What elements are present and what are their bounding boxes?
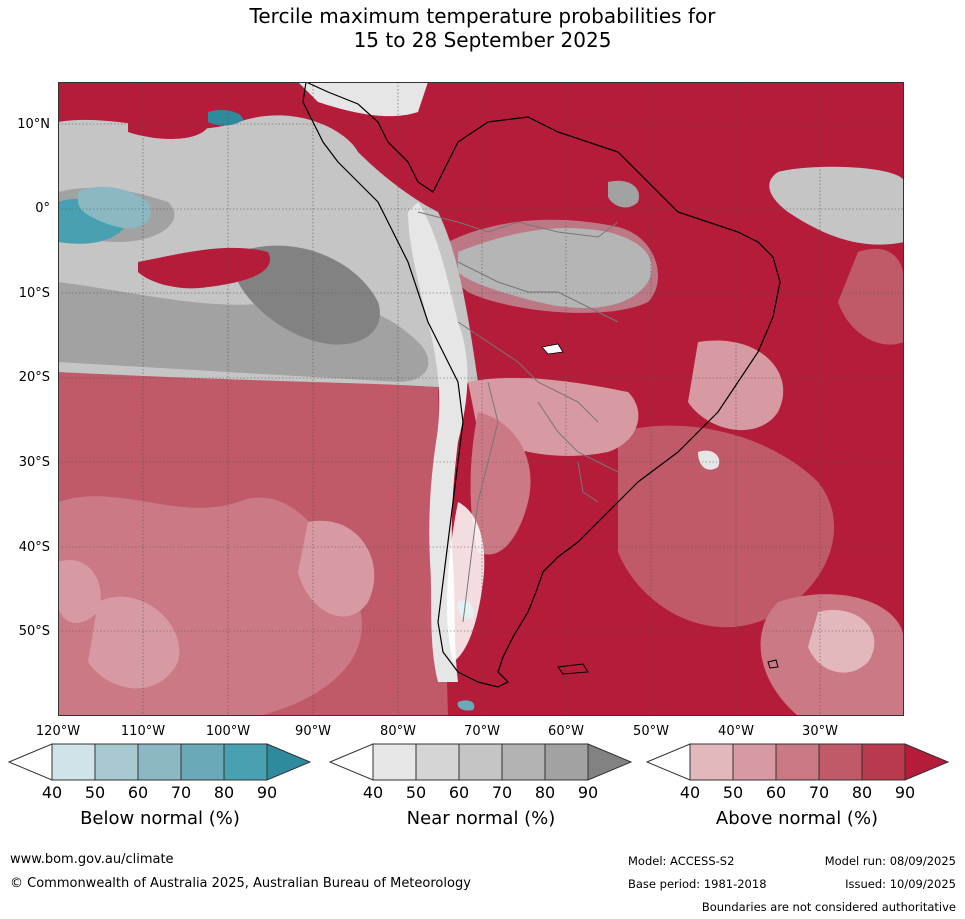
above-normal-colorbar xyxy=(646,743,949,781)
lon-label-30w: 30°W xyxy=(802,724,838,739)
near-tick-80: 80 xyxy=(534,783,556,802)
south-atlantic-moderate-area xyxy=(618,425,835,628)
lat-label-0: 0° xyxy=(35,201,50,216)
lon-label-120w: 120°W xyxy=(35,724,81,739)
near-normal-colorbar xyxy=(329,743,632,781)
near-tick-90: 90 xyxy=(577,783,599,802)
above-tick-90: 90 xyxy=(894,783,916,802)
above-normal-swatch-3 xyxy=(775,743,820,781)
lon-label-50w: 50°W xyxy=(633,724,669,739)
below-normal-swatch-5 xyxy=(223,743,268,781)
near-tick-40: 40 xyxy=(362,783,384,802)
lon-label-60w: 60°W xyxy=(548,724,584,739)
below-normal-swatch-3 xyxy=(137,743,182,781)
issued-text: Issued: 10/09/2025 xyxy=(845,877,956,891)
pacific-red-patch-north xyxy=(128,98,208,139)
below-tick-90: 90 xyxy=(256,783,278,802)
south-pacific-lighter-patch-3 xyxy=(58,560,101,623)
below-tick-40: 40 xyxy=(41,783,63,802)
near-normal-title: Near normal (%) xyxy=(406,808,556,829)
copyright-text: © Commonwealth of Australia 2025, Austra… xyxy=(10,876,471,891)
below-normal-patch-west-light xyxy=(78,186,151,229)
lon-label-100w: 100°W xyxy=(205,724,251,739)
near-normal-swatch-6 xyxy=(587,743,632,781)
equatorial-atlantic-moderate xyxy=(838,248,904,345)
below-tick-60: 60 xyxy=(127,783,149,802)
lat-label-10s: 10°S xyxy=(18,286,50,301)
near-tick-60: 60 xyxy=(448,783,470,802)
country-borders xyxy=(417,211,619,623)
lake-titicaca xyxy=(541,343,564,355)
pacific-red-tongue xyxy=(138,247,270,289)
above-normal-swatch-2 xyxy=(732,743,777,781)
above-tick-80: 80 xyxy=(851,783,873,802)
below-normal-swatch-0 xyxy=(8,743,53,781)
equatorial-atlantic-near-normal xyxy=(769,166,904,245)
near-normal-swatch-3 xyxy=(458,743,503,781)
model-run-text: Model run: 08/09/2025 xyxy=(824,854,956,868)
south-pacific-lighter-patch xyxy=(88,596,180,689)
south-pacific-lighter-patch-2 xyxy=(298,520,375,617)
above-normal-title: Above normal (%) xyxy=(715,808,879,829)
near-normal-swatch-2 xyxy=(415,743,460,781)
chile-white-strip xyxy=(446,502,485,662)
white-patch-south-atlantic xyxy=(698,450,720,470)
above-tick-50: 50 xyxy=(722,783,744,802)
below-normal-swatch-1 xyxy=(51,743,96,781)
below-normal-patch-south xyxy=(457,700,475,711)
below-normal-title: Below normal (%) xyxy=(80,808,240,829)
lat-label-50s: 50°S xyxy=(18,624,50,639)
near-normal-swatch-4 xyxy=(501,743,546,781)
coastline xyxy=(302,82,781,688)
below-normal-patch-north xyxy=(208,109,243,126)
near-normal-swatch-1 xyxy=(372,743,417,781)
eastern-pacific-dark-grey-patch xyxy=(238,245,380,345)
title-line-1: Tercile maximum temperature probabilitie… xyxy=(249,4,716,28)
argentina-light-band xyxy=(470,412,531,555)
above-normal-swatch-1 xyxy=(689,743,734,781)
near-normal-swatch-0 xyxy=(329,743,374,781)
amazon-near-normal-halo xyxy=(446,219,658,313)
lon-label-70w: 70°W xyxy=(464,724,500,739)
guiana-grey-patch xyxy=(608,180,639,208)
probability-map xyxy=(58,82,904,716)
near-tick-70: 70 xyxy=(491,783,513,802)
below-tick-50: 50 xyxy=(84,783,106,802)
lat-label-30s: 30°S xyxy=(18,455,50,470)
website-link[interactable]: www.bom.gov.au/climate xyxy=(10,852,174,867)
above-normal-swatch-6 xyxy=(904,743,949,781)
disclaimer-text: Boundaries are not considered authoritat… xyxy=(701,900,956,914)
south-georgia xyxy=(767,659,779,669)
near-normal-swatch-5 xyxy=(544,743,589,781)
title-line-2: 15 to 28 September 2025 xyxy=(353,28,612,52)
falkland-islands xyxy=(557,663,589,675)
model-text: Model: ACCESS-S2 xyxy=(628,854,735,868)
south-atlantic-pale-patch xyxy=(808,610,875,673)
below-normal-swatch-2 xyxy=(94,743,139,781)
lat-label-10n: 10°N xyxy=(17,117,50,132)
above-normal-swatch-5 xyxy=(861,743,906,781)
above-tick-40: 40 xyxy=(679,783,701,802)
below-tick-80: 80 xyxy=(213,783,235,802)
lon-label-80w: 80°W xyxy=(380,724,416,739)
below-normal-colorbar xyxy=(8,743,311,781)
lon-label-110w: 110°W xyxy=(120,724,166,739)
graticule xyxy=(58,82,904,716)
below-normal-swatch-6 xyxy=(266,743,311,781)
lon-label-90w: 90°W xyxy=(295,724,331,739)
near-tick-50: 50 xyxy=(405,783,427,802)
below-normal-swatch-4 xyxy=(180,743,225,781)
lat-label-40s: 40°S xyxy=(18,540,50,555)
central-america-pale-patch xyxy=(298,82,428,117)
base-period-text: Base period: 1981-2018 xyxy=(628,877,767,891)
above-normal-swatch-0 xyxy=(646,743,691,781)
map-border xyxy=(58,82,904,716)
lat-label-20s: 20°S xyxy=(18,370,50,385)
chart-title: Tercile maximum temperature probabilitie… xyxy=(0,4,965,52)
above-tick-60: 60 xyxy=(765,783,787,802)
above-tick-70: 70 xyxy=(808,783,830,802)
below-tick-70: 70 xyxy=(170,783,192,802)
above-normal-swatch-4 xyxy=(818,743,863,781)
lon-label-40w: 40°W xyxy=(718,724,754,739)
